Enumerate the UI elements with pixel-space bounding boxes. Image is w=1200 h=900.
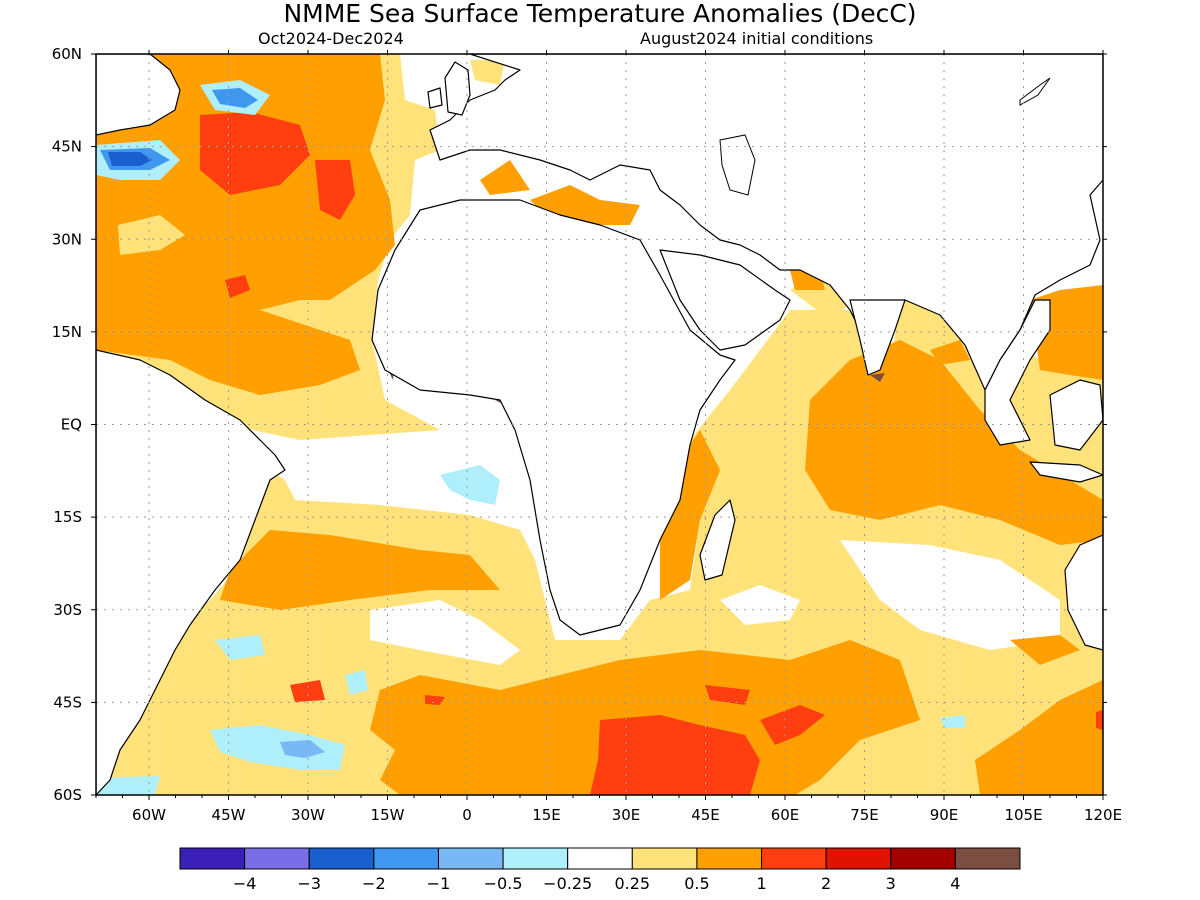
land-madagascar xyxy=(699,499,736,581)
colorbar-label-0: −4 xyxy=(233,874,257,893)
x-tick-label-1: 45W xyxy=(212,806,246,824)
land-java xyxy=(1029,461,1103,483)
colorbar: −4 −3 −2 −1 −0.5 −0.25 0.25 0.5 1 2 3 4 xyxy=(179,847,1021,893)
colorbar-label-11: 4 xyxy=(950,874,960,893)
x-tick-label-5: 15E xyxy=(532,806,561,824)
land-ireland xyxy=(427,87,443,109)
x-tick-label-11: 105E xyxy=(1004,806,1042,824)
anomaly-fill-m2-m05 xyxy=(100,88,325,758)
colorbar-swatch-11 xyxy=(890,847,956,870)
y-tick-label-6: 30S xyxy=(53,601,82,619)
x-tick-label-7: 45E xyxy=(691,806,720,824)
land-arabia xyxy=(659,249,791,351)
map-title: NMME Sea Surface Temperature Anomalies (… xyxy=(283,0,916,28)
x-tick-label-6: 30E xyxy=(612,806,641,824)
x-tick-label-0: 60W xyxy=(132,806,166,824)
land-north-america xyxy=(96,54,181,136)
land-eurasia xyxy=(429,54,1103,391)
y-tick-label-1: 45N xyxy=(52,138,82,156)
land-africa xyxy=(371,199,736,636)
land-australia xyxy=(1064,534,1103,651)
colorbar-swatch-5 xyxy=(502,847,569,870)
colorbar-swatch-0 xyxy=(179,847,246,870)
colorbar-label-3: −1 xyxy=(427,874,451,893)
land-india xyxy=(849,299,906,376)
colorbar-swatch-2 xyxy=(308,847,375,870)
colorbar-label-6: 0.25 xyxy=(614,874,650,893)
land-borneo xyxy=(1049,379,1103,451)
colorbar-swatch-1 xyxy=(244,847,310,870)
colorbar-label-10: 3 xyxy=(886,874,896,893)
land-south-america xyxy=(96,349,286,795)
x-tick-label-9: 75E xyxy=(850,806,879,824)
y-tick-label-5: 15S xyxy=(53,508,82,526)
colorbar-swatch-4 xyxy=(437,847,504,870)
land-se-asia xyxy=(984,299,1051,446)
colorbar-label-9: 2 xyxy=(821,874,831,893)
y-tick-label-0: 60N xyxy=(52,45,82,63)
y-tick-label-4: EQ xyxy=(61,416,82,434)
lat-lon-grid xyxy=(96,54,1103,795)
initial-conditions-label: August2024 initial conditions xyxy=(640,29,873,48)
plot-area xyxy=(96,54,1103,795)
colorbar-swatch-3 xyxy=(373,847,439,870)
colorbar-label-8: 1 xyxy=(756,874,766,893)
x-tick-label-8: 60E xyxy=(771,806,800,824)
x-tick-label-2: 30W xyxy=(291,806,325,824)
colorbar-swatch-12 xyxy=(954,847,1021,870)
anomaly-fill-05-1 xyxy=(96,54,1103,795)
period-label: Oct2024-Dec2024 xyxy=(258,29,404,48)
colorbar-swatch-10 xyxy=(825,847,892,870)
x-tick-label-12: 120E xyxy=(1084,806,1122,824)
colorbar-label-4: −0.5 xyxy=(484,874,523,893)
land-britain xyxy=(444,61,471,116)
colorbar-swatch-7 xyxy=(631,847,698,870)
land-masks xyxy=(96,54,1103,795)
y-tick-label-8: 60S xyxy=(53,786,82,804)
colorbar-label-7: 0.5 xyxy=(684,874,709,893)
inland-water-outlines xyxy=(719,77,1051,196)
x-tick-label-3: 15W xyxy=(371,806,405,824)
x-tick-label-4: 0 xyxy=(462,806,472,824)
y-tick-label-2: 30N xyxy=(52,230,82,248)
anomaly-fill-1-2 xyxy=(200,112,1103,795)
x-tick-label-10: 90E xyxy=(930,806,959,824)
colorbar-label-1: −3 xyxy=(297,874,321,893)
y-tick-label-7: 45S xyxy=(53,693,82,711)
axes: 60W 45W 30W 15W 0 15E 30E 45E 60E 75E 90E 105E 120E 6… xyxy=(52,45,1122,824)
y-tick-label-3: 15N xyxy=(52,323,82,341)
colorbar-label-5: −0.25 xyxy=(543,874,592,893)
colorbar-label-2: −2 xyxy=(362,874,386,893)
colorbar-swatch-8 xyxy=(696,847,763,870)
colorbar-swatch-6 xyxy=(567,847,633,870)
colorbar-swatch-9 xyxy=(761,847,827,870)
